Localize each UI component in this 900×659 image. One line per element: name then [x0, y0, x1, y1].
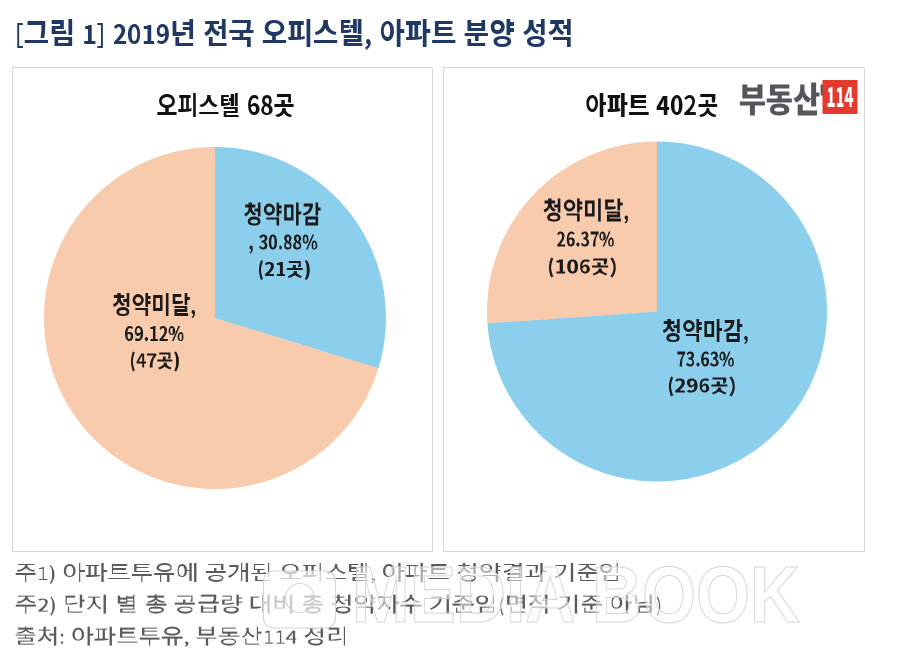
svg-text:MEDIA BOOK: MEDIA BOOK: [352, 550, 800, 639]
